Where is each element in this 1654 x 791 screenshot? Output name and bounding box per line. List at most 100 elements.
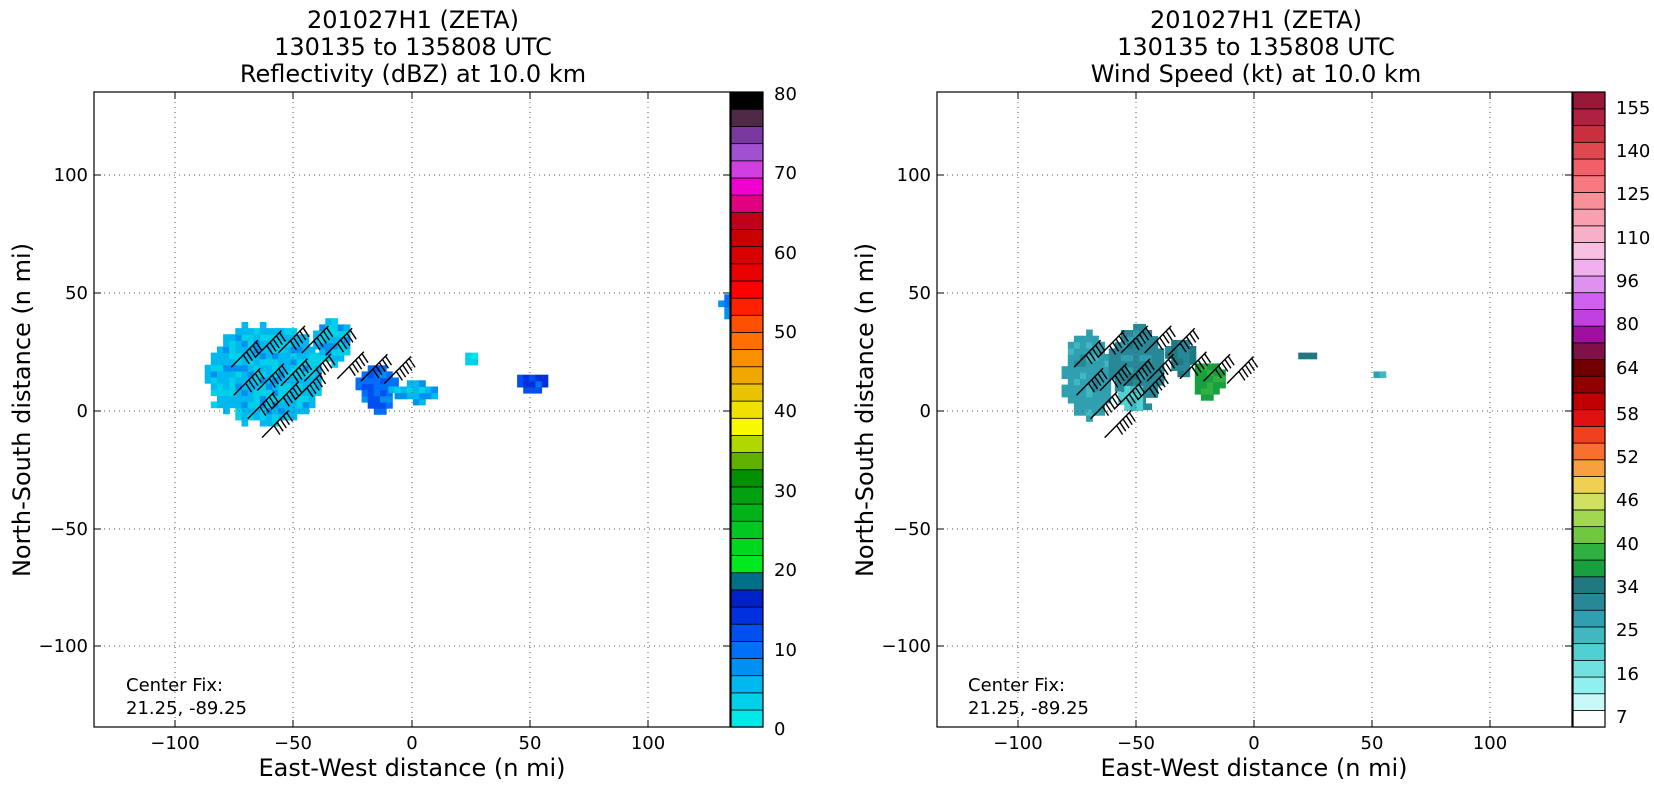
- wind-barb: [336, 351, 369, 380]
- echo-cell: [1139, 330, 1146, 337]
- y-tick-label: 50: [908, 283, 931, 304]
- echo-cell: [1304, 352, 1312, 360]
- echo-cell: [1092, 384, 1099, 392]
- echo-cell: [337, 348, 345, 356]
- echo-cell: [259, 413, 267, 421]
- echo-cell: [210, 383, 218, 390]
- echo-cell: [217, 401, 224, 409]
- colorbar-segment: [1572, 358, 1606, 377]
- colorbar-segment: [1572, 392, 1606, 411]
- colorbar-segment: [1572, 509, 1606, 528]
- echo-cell: [386, 377, 393, 385]
- echo-cell: [1207, 381, 1214, 389]
- wind-barb: [1099, 363, 1132, 392]
- colorbar-tick-label: 34: [1616, 577, 1639, 598]
- echo-cell: [1114, 366, 1122, 374]
- echo-cell: [253, 358, 261, 366]
- echo-cell: [266, 413, 273, 421]
- echo-cell: [241, 383, 249, 390]
- echo-cell: [247, 395, 255, 403]
- echo-cell: [400, 386, 408, 394]
- echo-cell: [1120, 366, 1128, 374]
- echo-cell: [1073, 354, 1081, 361]
- echo-cell: [1127, 360, 1134, 368]
- echo-cell: [1086, 366, 1093, 373]
- echo-cell: [331, 354, 339, 362]
- colorbar-segment: [730, 640, 764, 659]
- echo-cell: [1298, 352, 1305, 360]
- echo-cell: [337, 354, 345, 362]
- echo-cell: [1092, 390, 1099, 398]
- echo-cell: [315, 352, 322, 360]
- echo-cell: [419, 386, 426, 394]
- echo-cell: [1200, 394, 1208, 401]
- echo-cell: [471, 352, 479, 360]
- echo-cell: [272, 340, 279, 348]
- echo-cell: [1067, 354, 1075, 361]
- echo-cell: [1183, 339, 1191, 347]
- echo-cell: [217, 383, 224, 390]
- colorbar-segment: [1572, 125, 1606, 143]
- echo-cell: [1104, 384, 1112, 392]
- y-tick-label: −50: [893, 519, 931, 540]
- echo-cell: [1145, 348, 1153, 356]
- colorbar-segment: [730, 709, 764, 728]
- echo-cell: [1207, 394, 1214, 401]
- colorbar-segment: [1572, 325, 1606, 344]
- y-tick-label: −100: [39, 636, 88, 657]
- y-tick-label: −100: [882, 636, 931, 657]
- colorbar-segment: [730, 537, 764, 556]
- echo-cell: [241, 328, 249, 335]
- x-tick-label: −100: [993, 733, 1042, 754]
- echo-cell: [1120, 330, 1128, 337]
- echo-cell: [241, 395, 249, 403]
- echo-cell: [235, 389, 242, 396]
- center-fix-label: Center Fix:: [126, 675, 223, 696]
- echo-cell: [1157, 366, 1165, 374]
- echo-cell: [412, 392, 420, 400]
- wind-speed-panel: 201027H1 (ZETA) 130135 to 135808 UTC Win…: [851, 6, 1650, 782]
- echo-cell: [296, 352, 304, 360]
- echo-cell: [373, 408, 381, 415]
- echo-cell: [1139, 360, 1146, 368]
- colorbar-segment: [1572, 409, 1606, 427]
- x-tick-label: 100: [631, 733, 665, 754]
- echo-cell: [343, 324, 351, 332]
- echo-cell: [419, 392, 426, 400]
- colorbar-tick-label: 40: [774, 401, 797, 422]
- reflectivity-wind-barbs: [230, 325, 416, 439]
- echo-cell: [229, 340, 236, 348]
- x-tick-label: 50: [519, 733, 542, 754]
- echo-cell: [272, 352, 279, 360]
- echo-cell: [229, 383, 236, 390]
- echo-cell: [1130, 404, 1137, 411]
- echo-cell: [1200, 369, 1208, 377]
- echo-cell: [302, 346, 310, 354]
- echo-cell: [315, 383, 322, 390]
- colorbar-segment: [1572, 492, 1606, 511]
- echo-cell: [1200, 363, 1208, 371]
- echo-cell: [223, 407, 230, 415]
- echo-cell: [1086, 409, 1093, 416]
- echo-cell: [367, 383, 375, 391]
- echo-cell: [1133, 330, 1140, 337]
- echo-cell: [217, 364, 224, 372]
- wind-barb: [1073, 339, 1106, 368]
- echo-cell: [380, 408, 387, 415]
- colorbar-segment: [1572, 559, 1606, 578]
- echo-cell: [1104, 360, 1112, 367]
- echo-cell: [284, 395, 291, 403]
- echo-cell: [247, 358, 255, 366]
- colorbar-segment: [730, 91, 764, 110]
- echo-cell: [535, 374, 543, 382]
- colorbar-segment: [730, 331, 764, 351]
- echo-cell: [204, 370, 212, 378]
- echo-cell: [223, 340, 230, 348]
- wind-barb: [1226, 356, 1259, 384]
- echo-cell: [235, 352, 242, 360]
- echo-cell: [223, 389, 230, 396]
- echo-cell: [1073, 409, 1081, 416]
- echo-cell: [247, 364, 255, 372]
- echo-cell: [1098, 390, 1105, 398]
- echo-cell: [253, 383, 261, 390]
